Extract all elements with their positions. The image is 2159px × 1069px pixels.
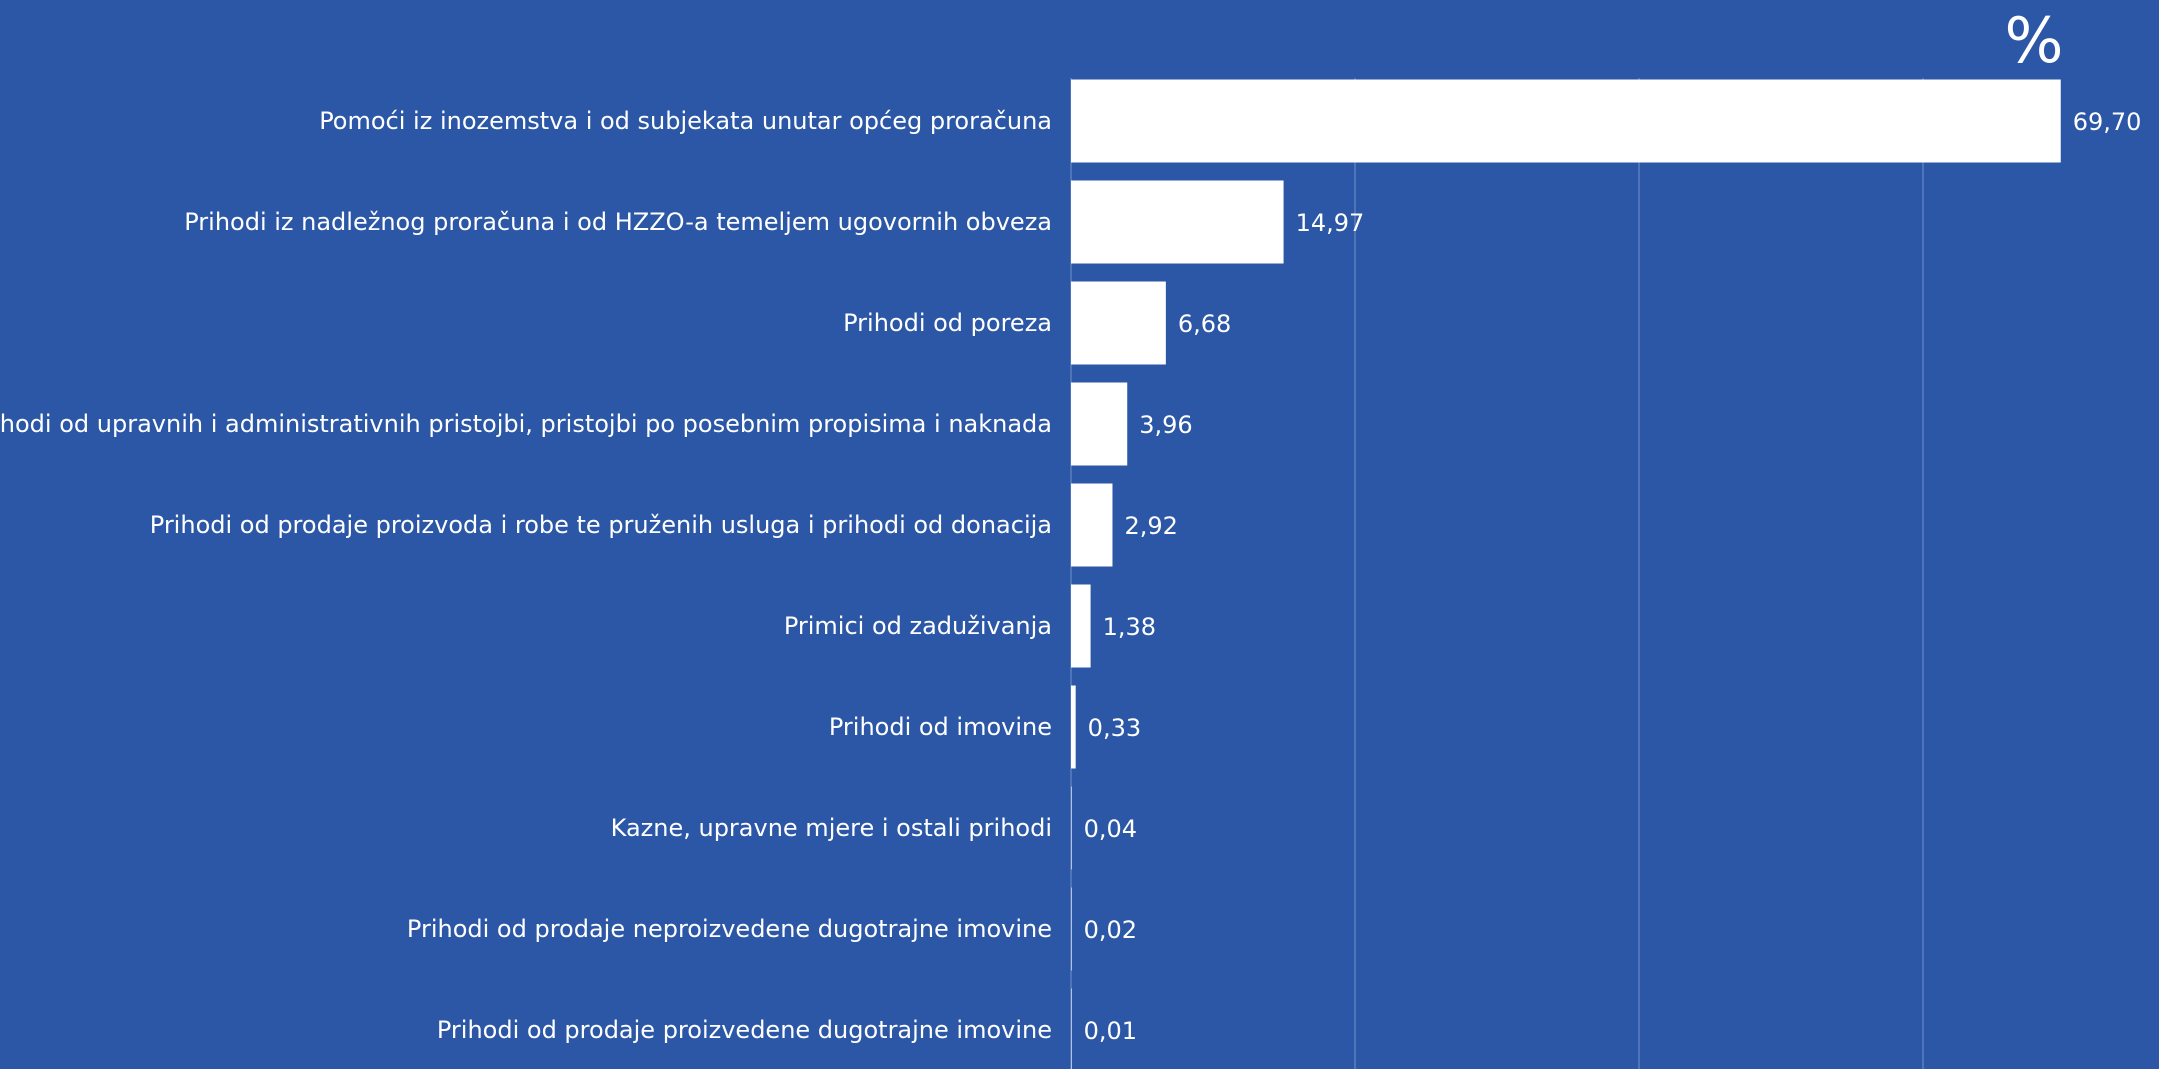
value-label: 1,38 [1103,613,1156,641]
category-label: Prihodi od prodaje proizvoda i robe te p… [150,511,1052,539]
category-label: Pomoći iz inozemstva i od subjekata unut… [319,107,1052,135]
category-label: Prihodi iz nadležnog proračuna i od HZZO… [184,208,1052,236]
bar [1071,180,1284,264]
value-label: 14,97 [1296,209,1365,237]
category-label: Prihodi od upravnih i administrativnih p… [0,410,1052,438]
bar [1071,382,1128,466]
bar [1071,483,1113,567]
unit-label: % [2005,4,2064,77]
category-label: Prihodi od prodaje neproizvedene dugotra… [407,915,1052,943]
value-label: 0,02 [1084,916,1137,944]
category-label: Prihodi od imovine [829,713,1052,741]
value-labels: 69,70 14,97 6,68 3,96 2,92 1,38 0,33 0,04 0,02 0,… [1084,108,2142,1045]
bar [1071,79,2061,163]
bar [1071,584,1091,668]
bars [1071,79,2061,1069]
bar [1071,988,1072,1069]
category-label: Prihodi od poreza [843,309,1052,337]
value-label: 0,33 [1088,714,1141,742]
category-label: Prihodi od prodaje proizvedene dugotrajn… [437,1016,1052,1044]
category-label: Primici od zaduživanja [784,612,1052,640]
value-label: 0,04 [1084,815,1137,843]
value-label: 0,01 [1084,1017,1137,1045]
value-label: 6,68 [1178,310,1231,338]
bar [1071,786,1072,870]
value-label: 3,96 [1139,411,1192,439]
bar [1071,685,1076,769]
bar [1071,281,1166,365]
bar [1071,887,1072,971]
value-label: 69,70 [2073,108,2142,136]
category-labels: Pomoći iz inozemstva i od subjekata unut… [0,107,1052,1044]
category-label: Kazne, upravne mjere i ostali prihodi [611,814,1052,842]
value-label: 2,92 [1124,512,1177,540]
